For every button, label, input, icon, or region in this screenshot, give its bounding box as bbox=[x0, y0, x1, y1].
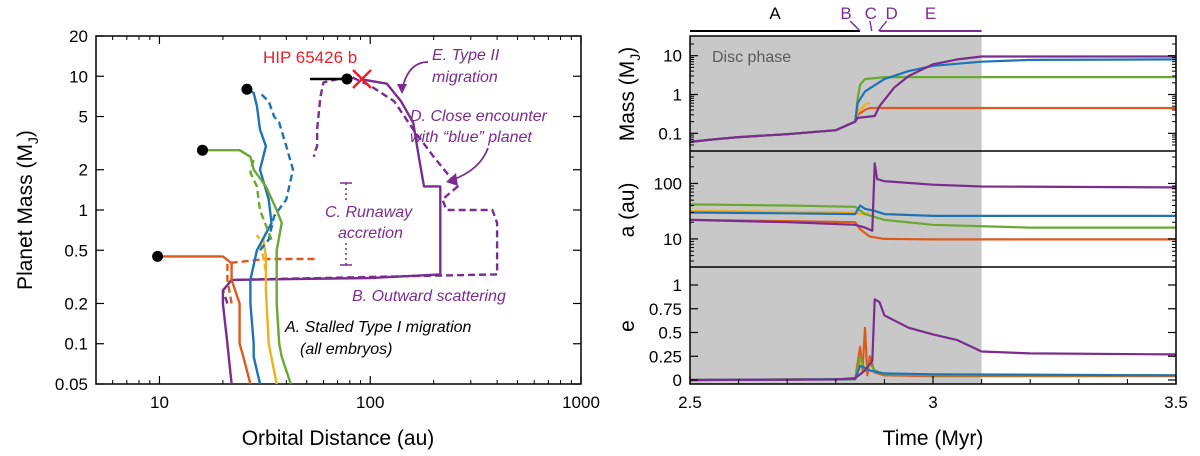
right-xtick-label: 3.5 bbox=[1164, 393, 1188, 412]
left-ytick-label: 20 bbox=[69, 27, 88, 46]
left-ylabel: Planet Mass (MJ) bbox=[14, 130, 41, 290]
annotation-e-line2: migration bbox=[432, 69, 498, 86]
left-ylabel-sub: J bbox=[25, 137, 41, 144]
annotation-b: B. Outward scattering bbox=[352, 288, 506, 305]
series-green-solid bbox=[202, 149, 292, 385]
mass-ytick-label: 10 bbox=[663, 47, 682, 66]
left-xlabel: Orbital Distance (au) bbox=[242, 427, 435, 450]
series-green-dashed bbox=[249, 158, 273, 241]
annotation-d-arrowhead bbox=[446, 173, 458, 186]
eccentricity-ytick-label: 1 bbox=[673, 276, 682, 295]
series-blue-solid bbox=[246, 88, 273, 385]
left-xtick-label: 100 bbox=[356, 393, 384, 412]
annotation-a-line2: (all embryos) bbox=[300, 341, 392, 358]
right-axis-ticks: 0.1 1 10 10 100 0 0.25 0.5 0.75 1 2.5 3 3.5 bbox=[649, 43, 1188, 412]
right-plot-frame bbox=[689, 35, 1177, 385]
phase-label-e: E bbox=[925, 4, 936, 23]
series-semimajor-line bbox=[689, 162, 1177, 232]
left-ytick-label: 10 bbox=[69, 67, 88, 86]
left-ytick-label: 0.2 bbox=[64, 294, 88, 313]
left-ytick-label: 2 bbox=[79, 161, 88, 180]
series-semimajor-line bbox=[689, 203, 1176, 229]
mass-ytick-label: 1 bbox=[673, 86, 682, 105]
right-xtick-label: 3 bbox=[928, 393, 937, 412]
phase-connector-b bbox=[849, 20, 861, 32]
series-yellow-solid bbox=[261, 237, 278, 385]
eccentricity-ytick-label: 0.75 bbox=[649, 300, 682, 319]
left-ytick-label: 1 bbox=[79, 201, 88, 220]
phase-label-c: C bbox=[865, 4, 877, 23]
left-ylabel-text: Planet Mass (MJ) bbox=[14, 130, 41, 290]
right-xtick-label: 2.5 bbox=[678, 393, 702, 412]
series-purple-solid bbox=[221, 78, 442, 385]
left-ytick-label: 0.1 bbox=[64, 335, 88, 354]
series-orange-solid bbox=[157, 255, 252, 385]
annotation-c-line2: accretion bbox=[338, 225, 403, 242]
left-xtick-label: 10 bbox=[150, 393, 169, 412]
mass-ytick-label: 0.1 bbox=[658, 124, 682, 143]
phase-label-d: D bbox=[886, 4, 898, 23]
left-start-markers bbox=[152, 73, 353, 262]
semimajor-ytick-label: 100 bbox=[654, 174, 682, 193]
mass-ylabel-main: Mass (M bbox=[616, 61, 639, 142]
left-series-group bbox=[157, 75, 499, 385]
left-ytick-label: 0.05 bbox=[55, 375, 88, 394]
series-purple-dashed bbox=[221, 75, 499, 304]
series-semimajor-line bbox=[689, 218, 1176, 241]
disc-phase-label: Disc phase bbox=[712, 49, 791, 66]
mass-ylabel: Mass (MJ) bbox=[616, 47, 643, 142]
annotation-e-line1: E. Type II bbox=[432, 47, 500, 64]
eccentricity-ytick-label: 0.25 bbox=[649, 347, 682, 366]
eccentricity-ytick-label: 0.5 bbox=[658, 324, 682, 343]
disc-phase-shading bbox=[690, 36, 982, 384]
annotation-c-line1: C. Runaway bbox=[325, 204, 413, 221]
eccentricity-ytick-label: 0 bbox=[673, 371, 682, 390]
series-semimajor-line bbox=[689, 204, 1176, 217]
annotation-d-arrow bbox=[451, 147, 489, 181]
left-panel: 10 100 1000 0.05 0.1 0.2 0.5 1 2 5 10 20 HIP 65426 … bbox=[14, 27, 600, 450]
mass-ylabel-text: Mass (MJ) bbox=[616, 47, 643, 142]
annotation-d-line2: with “blue” planet bbox=[410, 129, 532, 146]
right-panel: Disc phase 0.1 1 10 10 100 0 0.25 0.5 0.75 1 2.5 3 3… bbox=[616, 4, 1188, 450]
start-marker-green bbox=[196, 144, 208, 156]
series-orange-dashed bbox=[226, 257, 316, 304]
right-series-group bbox=[689, 55, 1177, 382]
observed-planet-label: HIP 65426 b bbox=[263, 48, 357, 67]
right-xlabel: Time (Myr) bbox=[883, 427, 984, 450]
left-ylabel-close: ) bbox=[14, 130, 37, 137]
annotation-c-bg bbox=[320, 200, 422, 242]
mass-ylabel-close: ) bbox=[616, 47, 639, 54]
phase-label-a: A bbox=[769, 4, 781, 23]
phase-label-b: B bbox=[840, 4, 851, 23]
left-axis-ticks: 10 100 1000 0.05 0.1 0.2 0.5 1 2 5 10 20 bbox=[55, 27, 600, 412]
series-blue-dashed bbox=[259, 92, 295, 252]
semimajor-ytick-label: 10 bbox=[663, 230, 682, 249]
observed-cross-stroke-2 bbox=[352, 69, 372, 89]
annotation-a-line1: A. Stalled Type I migration bbox=[284, 319, 472, 336]
start-marker-blue bbox=[241, 83, 253, 95]
semimajor-ylabel: a (au) bbox=[616, 183, 639, 238]
left-ylabel-main: Planet Mass (M bbox=[14, 144, 37, 290]
series-mass-line bbox=[689, 55, 1176, 143]
left-ytick-label: 5 bbox=[79, 108, 88, 127]
left-xtick-label: 1000 bbox=[562, 393, 600, 412]
annotation-e-arrowhead bbox=[397, 84, 407, 94]
series-eccentricity-line bbox=[689, 298, 1177, 382]
phase-connector-c bbox=[869, 20, 873, 32]
annotation-d-line1: D. Close encounter bbox=[410, 108, 548, 125]
phase-connector-d bbox=[878, 20, 888, 32]
eccentricity-ylabel: e bbox=[616, 320, 639, 332]
start-marker-orange bbox=[152, 250, 164, 262]
mass-ylabel-sub: J bbox=[627, 54, 643, 61]
observed-planet-cross bbox=[352, 69, 372, 89]
left-ytick-label: 0.5 bbox=[64, 241, 88, 260]
